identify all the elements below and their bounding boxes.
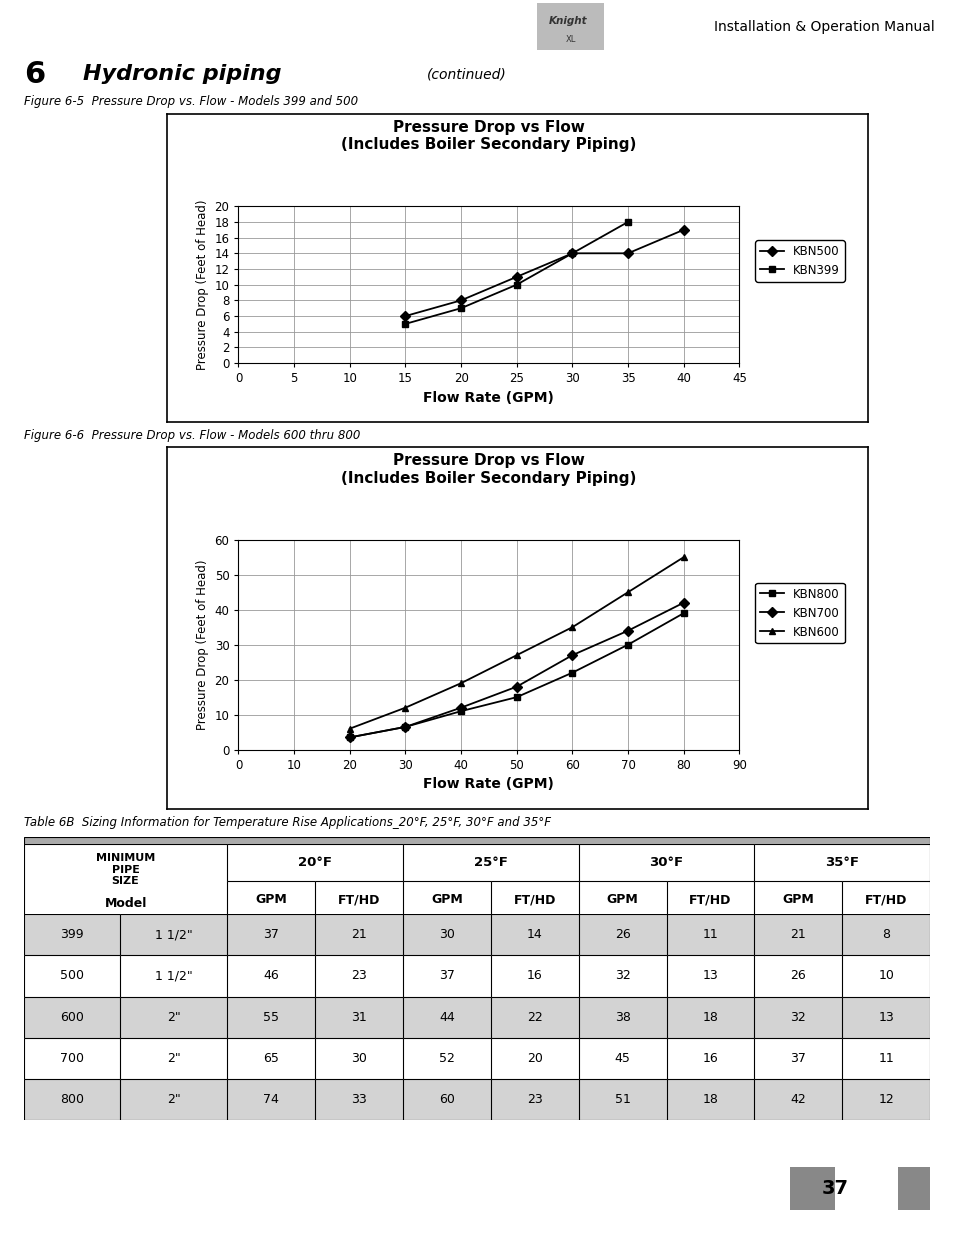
Text: 26: 26 xyxy=(614,929,630,941)
Text: 12: 12 xyxy=(878,1093,893,1105)
Text: 55: 55 xyxy=(263,1010,279,1024)
Text: 51: 51 xyxy=(614,1093,630,1105)
Text: Knight: Knight xyxy=(548,16,586,26)
Text: 21: 21 xyxy=(351,929,367,941)
Text: 16: 16 xyxy=(526,969,542,983)
Text: 21: 21 xyxy=(790,929,805,941)
Text: 2": 2" xyxy=(167,1052,180,1065)
Text: 10: 10 xyxy=(878,969,893,983)
Text: 35°F: 35°F xyxy=(824,856,859,869)
Text: Figure 6-5  Pressure Drop vs. Flow - Models 399 and 500: Figure 6-5 Pressure Drop vs. Flow - Mode… xyxy=(24,95,357,109)
Text: Model: Model xyxy=(104,897,147,910)
Text: 18: 18 xyxy=(701,1010,718,1024)
FancyBboxPatch shape xyxy=(537,2,603,51)
Text: FT/HD: FT/HD xyxy=(689,893,731,906)
Text: 23: 23 xyxy=(351,969,367,983)
Text: 8: 8 xyxy=(882,929,889,941)
Text: 74: 74 xyxy=(263,1093,279,1105)
Text: 38: 38 xyxy=(614,1010,630,1024)
Text: Pressure Drop vs Flow
(Includes Boiler Secondary Piping): Pressure Drop vs Flow (Includes Boiler S… xyxy=(341,120,636,152)
X-axis label: Flow Rate (GPM): Flow Rate (GPM) xyxy=(423,777,554,792)
Y-axis label: Pressure Drop (Feet of Head): Pressure Drop (Feet of Head) xyxy=(195,559,209,730)
Text: 65: 65 xyxy=(263,1052,279,1065)
Y-axis label: Pressure Drop (Feet of Head): Pressure Drop (Feet of Head) xyxy=(195,199,209,370)
Text: Installation & Operation Manual: Installation & Operation Manual xyxy=(714,20,934,33)
Text: Hydronic piping: Hydronic piping xyxy=(83,64,281,84)
Text: GPM: GPM xyxy=(781,893,814,906)
Text: 2": 2" xyxy=(167,1010,180,1024)
Text: 32: 32 xyxy=(790,1010,805,1024)
Text: 37: 37 xyxy=(438,969,455,983)
Text: 33: 33 xyxy=(351,1093,367,1105)
Text: FT/HD: FT/HD xyxy=(513,893,556,906)
Text: (continued): (continued) xyxy=(427,67,506,82)
Text: Pressure Drop vs Flow
(Includes Boiler Secondary Piping): Pressure Drop vs Flow (Includes Boiler S… xyxy=(341,453,636,485)
Text: Figure 6-6  Pressure Drop vs. Flow - Models 600 thru 800: Figure 6-6 Pressure Drop vs. Flow - Mode… xyxy=(24,429,360,442)
Text: 20°F: 20°F xyxy=(298,856,332,869)
Text: 30: 30 xyxy=(438,929,455,941)
Text: 37: 37 xyxy=(263,929,279,941)
Text: GPM: GPM xyxy=(606,893,638,906)
Text: 16: 16 xyxy=(702,1052,718,1065)
Bar xyxy=(898,1167,929,1210)
Text: 37: 37 xyxy=(790,1052,805,1065)
Text: 11: 11 xyxy=(702,929,718,941)
Text: 1 1/2": 1 1/2" xyxy=(154,969,193,983)
Text: 20: 20 xyxy=(526,1052,542,1065)
Text: GPM: GPM xyxy=(431,893,462,906)
Text: 13: 13 xyxy=(702,969,718,983)
Text: FT/HD: FT/HD xyxy=(864,893,906,906)
Text: 45: 45 xyxy=(614,1052,630,1065)
Text: 14: 14 xyxy=(526,929,542,941)
Text: 60: 60 xyxy=(438,1093,455,1105)
Text: 18: 18 xyxy=(701,1093,718,1105)
Text: 52: 52 xyxy=(438,1052,455,1065)
Text: 23: 23 xyxy=(526,1093,542,1105)
Text: XL: XL xyxy=(565,36,575,44)
Text: 700: 700 xyxy=(60,1052,84,1065)
Text: 800: 800 xyxy=(60,1093,84,1105)
Text: 600: 600 xyxy=(60,1010,84,1024)
Text: 37: 37 xyxy=(821,1179,847,1198)
Text: 32: 32 xyxy=(614,969,630,983)
Text: Table 6B  Sizing Information for Temperature Rise Applications_20°F, 25°F, 30°F : Table 6B Sizing Information for Temperat… xyxy=(24,816,550,829)
Legend: KBN500, KBN399: KBN500, KBN399 xyxy=(755,241,843,282)
Text: 1 1/2": 1 1/2" xyxy=(154,929,193,941)
Text: 500: 500 xyxy=(60,969,84,983)
Text: TEMPERATURE RISE APPLICATIONS: TEMPERATURE RISE APPLICATIONS xyxy=(328,852,625,867)
Text: MINIMUM
PIPE
SIZE: MINIMUM PIPE SIZE xyxy=(96,853,155,887)
Text: GPM: GPM xyxy=(255,893,287,906)
Text: FT/HD: FT/HD xyxy=(337,893,380,906)
Text: 44: 44 xyxy=(438,1010,455,1024)
Text: 22: 22 xyxy=(526,1010,542,1024)
Text: 31: 31 xyxy=(351,1010,367,1024)
Text: 25°F: 25°F xyxy=(474,856,507,869)
Text: 46: 46 xyxy=(263,969,279,983)
Bar xyxy=(789,1167,834,1210)
Text: 30°F: 30°F xyxy=(649,856,683,869)
Text: 11: 11 xyxy=(878,1052,893,1065)
Text: 2": 2" xyxy=(167,1093,180,1105)
Text: 42: 42 xyxy=(790,1093,805,1105)
Text: 30: 30 xyxy=(351,1052,367,1065)
Text: 26: 26 xyxy=(790,969,805,983)
Legend: KBN800, KBN700, KBN600: KBN800, KBN700, KBN600 xyxy=(755,583,843,643)
Text: 13: 13 xyxy=(878,1010,893,1024)
X-axis label: Flow Rate (GPM): Flow Rate (GPM) xyxy=(423,390,554,405)
Text: 399: 399 xyxy=(60,929,84,941)
Text: 6: 6 xyxy=(24,59,45,89)
